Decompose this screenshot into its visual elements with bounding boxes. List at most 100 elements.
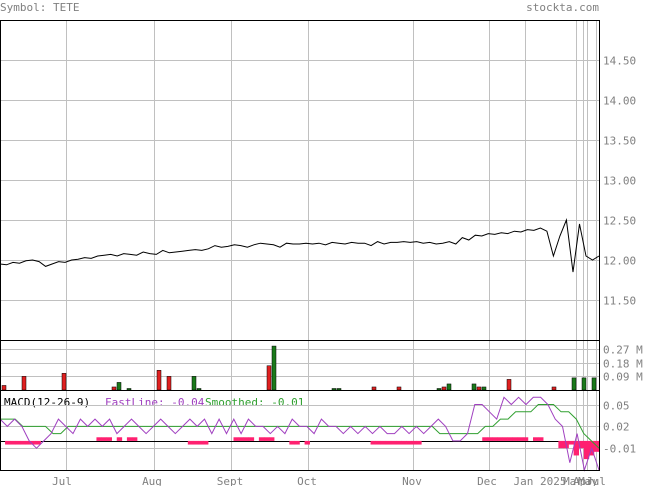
x-tick-label: May — [578, 475, 598, 486]
macd-hist-bar — [538, 437, 544, 441]
volume-bar — [1, 385, 7, 391]
macd-hist-bar — [390, 440, 397, 445]
volume-bar — [266, 365, 272, 391]
macd-hist-bar — [411, 440, 417, 445]
volume-bar — [336, 388, 342, 391]
macd-hist-bar — [578, 440, 585, 449]
macd-hist-bar — [5, 440, 11, 445]
volume-tick-label: 0.27 M — [603, 344, 643, 357]
macd-tick-label: 0.02 — [603, 421, 630, 434]
macd-hist-bar — [304, 440, 310, 445]
macd-hist-bar — [522, 437, 529, 441]
macd-hist-bar — [401, 440, 407, 445]
macd-fast-line — [0, 396, 600, 472]
macd-hist-bar — [35, 440, 41, 445]
x-tick-label: Sept — [217, 475, 244, 486]
macd-hist-bar — [406, 440, 412, 445]
macd-hist-bar — [116, 437, 123, 441]
macd-hist-bar — [25, 440, 31, 445]
macd-hist-bar — [385, 440, 392, 445]
volume-bar — [196, 388, 202, 391]
macd-hist-bar — [192, 440, 199, 445]
volume-bar — [471, 383, 477, 391]
x-tick-label: Dec — [477, 475, 497, 486]
macd-hist-bar — [30, 440, 36, 445]
site-name: stockta.com — [526, 1, 599, 14]
macd-hist-bar — [126, 437, 133, 441]
macd-hist-bar — [507, 437, 514, 441]
macd-hist-bar — [263, 437, 270, 441]
macd-hist-bar — [101, 437, 107, 441]
macd-hist-bar — [497, 437, 503, 441]
macd-hist-bar — [375, 440, 382, 445]
volume-bar — [126, 388, 132, 391]
symbol-label: Symbol: TETE — [0, 1, 79, 14]
macd-hist-bar — [238, 437, 244, 441]
volume-bar — [481, 386, 487, 391]
volume-bar — [166, 376, 172, 391]
macd-hist-bar — [10, 440, 16, 445]
macd-hist-bar — [568, 440, 574, 445]
macd-tick-label: 0.05 — [603, 400, 630, 413]
macd-hist-bar — [583, 440, 590, 460]
price-tick-label: 11.50 — [603, 295, 636, 308]
macd-hist-bar — [416, 440, 422, 445]
macd-hist-bar — [187, 440, 194, 445]
macd-hist-bar — [517, 437, 524, 441]
volume-bar — [331, 388, 337, 391]
macd-hist-bar — [20, 440, 26, 445]
x-tick-label: Oct — [297, 475, 317, 486]
volume-bar — [551, 386, 557, 391]
macd-hist-bar — [492, 437, 498, 441]
macd-tick-label: -0.01 — [603, 443, 636, 456]
macd-hist-bar — [289, 440, 295, 445]
volume-bar — [441, 386, 447, 391]
x-tick-label: Nov — [402, 475, 422, 486]
volume-bar — [271, 345, 277, 391]
macd-hist-bar — [395, 440, 402, 445]
macd-hist-bar — [380, 440, 387, 445]
macd-fast-label: FastLine: -0.04 — [105, 396, 205, 409]
macd-hist-bar — [131, 437, 138, 441]
macd-hist-bar — [248, 437, 255, 441]
volume-bar — [581, 377, 587, 391]
macd-hist-bar — [106, 437, 112, 441]
x-tick-label: Aug — [142, 475, 162, 486]
macd-hist-bar — [197, 440, 204, 445]
x-tick-label: Jan 2025 — [514, 475, 567, 486]
macd-panel: MACD(12-26-9) FastLine: -0.04 Smoothed: … — [0, 396, 636, 472]
volume-tick-label: 0.18 M — [603, 358, 643, 371]
macd-frame — [0, 390, 600, 471]
macd-hist-bar — [203, 440, 209, 445]
price-tick-label: 13.50 — [603, 135, 636, 148]
volume-bar — [111, 386, 117, 391]
volume-bar — [591, 377, 597, 391]
macd-hist-bar — [243, 437, 250, 441]
volume-bar — [156, 370, 162, 391]
x-tick-label: Apr — [573, 475, 593, 486]
volume-bar — [506, 379, 512, 391]
macd-hist-bar — [533, 437, 539, 441]
macd-title: MACD(12-26-9) — [4, 396, 90, 409]
volume-bar — [396, 386, 402, 391]
volume-panel: 0.27 M0.18 M0.09 M — [0, 344, 643, 391]
volume-bar — [116, 382, 122, 391]
price-line — [0, 218, 600, 273]
macd-hist-bar — [15, 440, 21, 445]
volume-tick-label: 0.09 M — [603, 371, 643, 384]
x-tick-label: Jul — [52, 475, 72, 486]
price-tick-label: 13.00 — [603, 175, 636, 188]
volume-bar — [21, 376, 27, 391]
macd-hist-bar — [269, 437, 275, 441]
macd-hist-bar — [258, 437, 265, 441]
volume-bar — [571, 377, 577, 391]
macd-hist-bar — [502, 437, 508, 441]
price-tick-label: 14.50 — [603, 55, 636, 68]
price-panel: 14.50 14.00 13.50 13.00 12.50 12.00 11.50 — [0, 20, 636, 470]
macd-hist-bar — [233, 437, 239, 441]
macd-hist-bar — [487, 437, 493, 441]
macd-hist-bar — [96, 437, 102, 441]
volume-bar — [371, 386, 377, 391]
